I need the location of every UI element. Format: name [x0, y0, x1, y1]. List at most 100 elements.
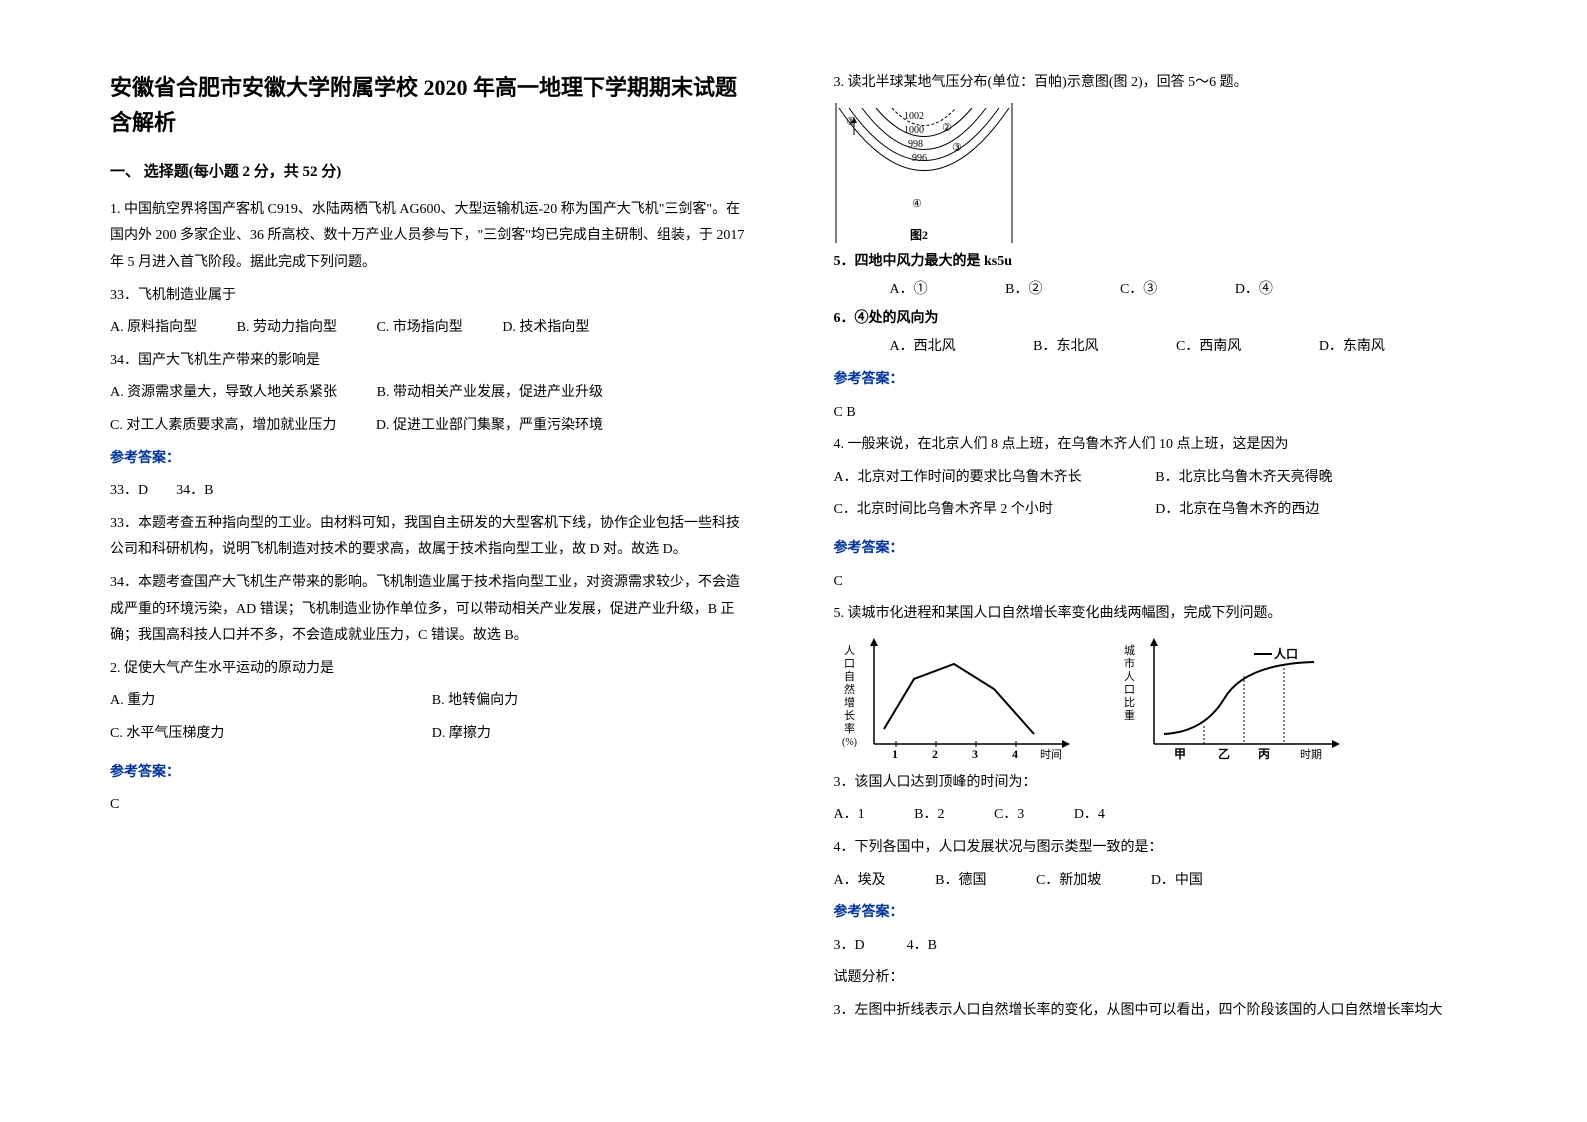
q1-stem: 1. 中国航空界将国产客机 C919、水陆两栖飞机 AG600、大型运输机运-2… [110, 197, 754, 277]
q34-opt-c: C. 对工人素质要求高，增加就业压力 [110, 413, 336, 440]
chart2-xlabel: 时期 [1300, 748, 1322, 761]
chart2-tick-2: 乙 [1218, 747, 1230, 761]
section-heading: 一、 选择题(每小题 2 分，共 52 分) [110, 158, 754, 187]
q33-opt-c: C. 市场指向型 [376, 315, 462, 342]
q5block-stem: 5. 读城市化进程和某国人口自然增长率变化曲线两幅图，完成下列问题。 [834, 601, 1478, 628]
chart1-ylabel-6: 长 [844, 709, 855, 722]
q4-answer: C [834, 569, 1478, 596]
chart-1: 人 口 自 然 增 长 率 (%) 1 2 3 4 时间 [842, 638, 1070, 761]
q33-opt-a: A. 原料指向型 [110, 315, 197, 342]
figure-charts: 人 口 自 然 增 长 率 (%) 1 2 3 4 时间 [834, 634, 1478, 764]
chart2-ylabel-2: 市 [1124, 656, 1135, 670]
q5-opt-d: D．④ [1207, 277, 1273, 304]
q5-explanation: 3．左图中折线表示人口自然增长率的变化，从图中可以看出，四个阶段该国的人口自然增… [834, 998, 1478, 1025]
q5-4-opt-b: B．德国 [935, 868, 986, 895]
q33-options: A. 原料指向型 B. 劳动力指向型 C. 市场指向型 D. 技术指向型 [110, 315, 754, 342]
q5-opt-a: A．① [862, 277, 928, 304]
left-column: 安徽省合肥市安徽大学附属学校 2020 年高一地理下学期期末试题含解析 一、 选… [90, 70, 794, 1092]
answer-key-label-2: 参考答案： [110, 760, 754, 787]
q5-3-opt-b: B．2 [914, 802, 944, 829]
chart2-tick-3: 丙 [1258, 747, 1270, 761]
chart1-tick-1: 1 [892, 747, 898, 761]
q5-opt-c: C．③ [1092, 277, 1157, 304]
chart1-ylabel-2: 口 [844, 658, 855, 670]
point-2: ② [942, 122, 952, 134]
q4-opt-b: B．北京比乌鲁木齐天亮得晚 [1155, 465, 1477, 492]
q5-3-stem: 3．该国人口达到顶峰的时间为： [834, 770, 1478, 797]
q6-opt-b: B．东北风 [1005, 334, 1098, 361]
q6-options: A．西北风 B．东北风 C．西南风 D．东南风 [834, 334, 1478, 361]
figure-label: 图2 [910, 228, 928, 242]
q2-opt-d: D. 摩擦力 [432, 721, 754, 748]
q2-options: A. 重力 B. 地转偏向力 [110, 688, 754, 721]
q5-4-options: A．埃及 B．德国 C．新加坡 D．中国 [834, 868, 1478, 895]
answer-key-label: 参考答案： [110, 446, 754, 473]
q1-answer: 33．D 34．B [110, 478, 754, 505]
chart2-ylabel-3: 人 [1124, 670, 1135, 683]
chart2-ylabel-4: 口 [1124, 684, 1135, 696]
point-4: ④ [912, 198, 922, 210]
q2-options-row2: C. 水平气压梯度力 D. 摩擦力 [110, 721, 754, 754]
chart1-ylabel-4: 然 [844, 682, 855, 696]
q5-3-opt-a: A．1 [834, 802, 865, 829]
right-column: 3. 读北半球某地气压分布(单位：百帕)示意图(图 2)，回答 5～6 题。 1… [794, 70, 1498, 1092]
chart2-tick-1: 甲 [1174, 747, 1186, 761]
isobar-998: 998 [908, 139, 923, 150]
q33-explanation: 33．本题考查五种指向型的工业。由材料可知，我国自主研发的大型客机下线，协作企业… [110, 511, 754, 564]
q34-options-row2: C. 对工人素质要求高，增加就业压力 D. 促进工业部门集聚，严重污染环境 [110, 413, 754, 440]
chart2-ylabel-1: 城 [1124, 644, 1135, 657]
chart-2: 城 市 人 口 比 重 人口 甲 乙 丙 时期 [1124, 638, 1340, 761]
q5-3-opt-d: D．4 [1074, 802, 1105, 829]
isobar-1000: 1000 [904, 125, 924, 136]
isobar-1002: 1002 [904, 111, 924, 122]
chart1-tick-3: 3 [972, 747, 978, 761]
answer-key-label-4: 参考答案： [834, 536, 1478, 563]
q3-stem: 3. 读北半球某地气压分布(单位：百帕)示意图(图 2)，回答 5～6 题。 [834, 70, 1478, 97]
q2-stem: 2. 促使大气产生水平运动的原动力是 [110, 656, 754, 683]
chart1-ylabel-8: (%) [842, 737, 857, 748]
isobar-diagram: 1002 1000 998 996 ① ② ③ ④ 图2 [834, 103, 1014, 243]
q4-opt-d: D．北京在乌鲁木齐的西边 [1155, 497, 1477, 524]
chart1-ylabel-7: 率 [844, 721, 855, 735]
q5-stem: 5．四地中风力最大的是 ks5u [834, 249, 1478, 276]
isobar-996: 996 [912, 153, 927, 164]
q5-answer: 3．D 4．B [834, 933, 1478, 960]
q34-options-row1: A. 资源需求量大，导致人地关系紧张 B. 带动相关产业发展，促进产业升级 [110, 380, 754, 407]
q2-opt-b: B. 地转偏向力 [432, 688, 754, 715]
q2-opt-c: C. 水平气压梯度力 [110, 721, 432, 748]
point-3: ③ [952, 142, 962, 154]
q5-4-opt-d: D．中国 [1151, 868, 1203, 895]
chart2-ylabel-5: 比 [1124, 696, 1135, 709]
q5-4-opt-c: C．新加坡 [1036, 868, 1101, 895]
chart1-tick-4: 4 [1012, 747, 1018, 761]
q5-opt-b: B．② [977, 277, 1042, 304]
chart2-legend: 人口 [1274, 646, 1298, 661]
q3-answer: C B [834, 400, 1478, 427]
q34-stem: 34．国产大飞机生产带来的影响是 [110, 348, 754, 375]
q34-opt-d: D. 促进工业部门集聚，严重污染环境 [376, 413, 603, 440]
q6-opt-c: C．西南风 [1148, 334, 1241, 361]
chart2-ylabel-6: 重 [1124, 708, 1135, 722]
q4-opt-a: A．北京对工作时间的要求比乌鲁木齐长 [834, 465, 1156, 492]
chart1-tick-2: 2 [932, 747, 938, 761]
chart1-ylabel-1: 人 [844, 644, 855, 657]
q6-opt-d: D．东南风 [1291, 334, 1385, 361]
q5-3-opt-c: C．3 [994, 802, 1024, 829]
q33-stem: 33．飞机制造业属于 [110, 283, 754, 310]
q6-opt-a: A．西北风 [862, 334, 956, 361]
q4-stem: 4. 一般来说，在北京人们 8 点上班，在乌鲁木齐人们 10 点上班，这是因为 [834, 432, 1478, 459]
figure-2: 1002 1000 998 996 ① ② ③ ④ 图2 [834, 103, 1478, 243]
q34-opt-b: B. 带动相关产业发展，促进产业升级 [377, 380, 603, 407]
q2-answer: C [110, 792, 754, 819]
q34-explanation: 34．本题考查国产大飞机生产带来的影响。飞机制造业属于技术指向型工业，对资源需求… [110, 570, 754, 650]
q2-opt-a: A. 重力 [110, 688, 432, 715]
answer-key-label-3: 参考答案： [834, 367, 1478, 394]
answer-key-label-5: 参考答案： [834, 900, 1478, 927]
two-charts: 人 口 自 然 增 长 率 (%) 1 2 3 4 时间 [834, 634, 1354, 764]
q33-opt-b: B. 劳动力指向型 [237, 315, 337, 342]
q5-4-opt-a: A．埃及 [834, 868, 886, 895]
q5-4-stem: 4．下列各国中，人口发展状况与图示类型一致的是： [834, 835, 1478, 862]
q5-exp-label: 试题分析： [834, 965, 1478, 992]
q4-row1: A．北京对工作时间的要求比乌鲁木齐长 B．北京比乌鲁木齐天亮得晚 [834, 465, 1478, 498]
q5-options: A．① B．② C．③ D．④ [834, 277, 1478, 304]
